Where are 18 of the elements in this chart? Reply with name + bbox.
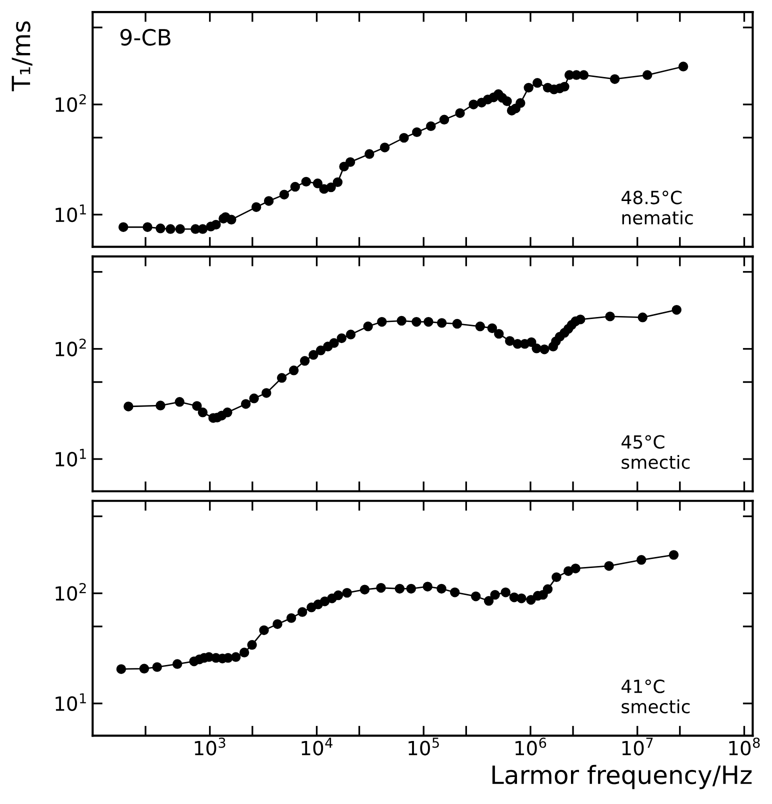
x-tick-label: 10$^{4}$ xyxy=(302,738,332,756)
y-tick-label: 10$^{1}$ xyxy=(56,448,86,467)
y-tick-label: 10$^{1}$ xyxy=(56,693,86,711)
x-axis-title: Larmor frequency/Hz xyxy=(492,764,752,790)
annotation: 45°C smectic xyxy=(622,435,690,469)
annotation: 41°C smectic xyxy=(622,680,690,714)
x-tick-label: 10$^{7}$ xyxy=(622,738,653,756)
y-tick-label: 10$^{1}$ xyxy=(56,204,86,222)
x-tick-label: 10$^{6}$ xyxy=(516,738,546,756)
annotation: 9-CB xyxy=(120,28,170,46)
y-tick-label: 10$^{2}$ xyxy=(56,582,86,601)
x-tick-label: 10$^{3}$ xyxy=(194,738,226,756)
y-tick-label: 10$^{2}$ xyxy=(56,338,86,356)
y-axis-title: T₁/ms xyxy=(12,21,32,92)
annotation: 48.5°C nematic xyxy=(622,190,693,225)
y-tick-label: 10$^{2}$ xyxy=(56,94,86,112)
x-tick-label: 10$^{8}$ xyxy=(729,738,760,756)
x-tick-label: 10$^{5}$ xyxy=(408,738,439,756)
